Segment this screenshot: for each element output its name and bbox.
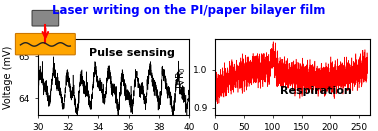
Text: Pulse sensing: Pulse sensing: [88, 48, 175, 58]
Y-axis label: Voltage (mV): Voltage (mV): [3, 46, 13, 109]
Y-axis label: $\mathrm{R/R_0}$: $\mathrm{R/R_0}$: [174, 66, 188, 89]
Text: Respiration: Respiration: [280, 86, 352, 96]
Text: Laser writing on the PI/paper bilayer film: Laser writing on the PI/paper bilayer fi…: [52, 4, 326, 17]
FancyBboxPatch shape: [15, 34, 75, 55]
FancyBboxPatch shape: [32, 10, 59, 26]
